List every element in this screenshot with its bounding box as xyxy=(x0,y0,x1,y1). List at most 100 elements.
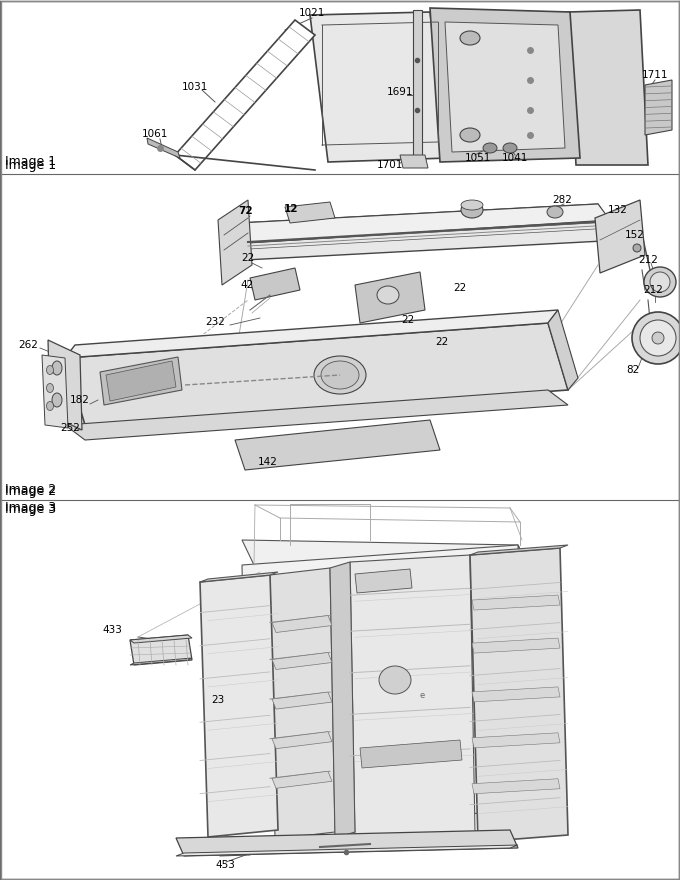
Polygon shape xyxy=(472,687,560,702)
Polygon shape xyxy=(175,20,315,170)
Polygon shape xyxy=(310,12,448,162)
Ellipse shape xyxy=(460,31,480,45)
Polygon shape xyxy=(42,355,68,428)
Polygon shape xyxy=(65,390,568,440)
Polygon shape xyxy=(355,569,412,593)
Polygon shape xyxy=(272,731,332,749)
Text: 252: 252 xyxy=(60,423,80,433)
Polygon shape xyxy=(176,845,518,856)
Polygon shape xyxy=(218,200,252,285)
Polygon shape xyxy=(470,545,568,555)
Ellipse shape xyxy=(321,361,359,389)
Text: 132: 132 xyxy=(608,205,628,215)
Text: 212: 212 xyxy=(643,285,663,295)
Text: 1711: 1711 xyxy=(642,70,668,80)
Text: 22: 22 xyxy=(401,315,415,325)
Text: 23: 23 xyxy=(211,695,224,705)
Ellipse shape xyxy=(652,332,664,344)
Polygon shape xyxy=(130,635,192,665)
Polygon shape xyxy=(470,548,568,842)
Polygon shape xyxy=(272,692,332,709)
Text: 22: 22 xyxy=(454,283,466,293)
Polygon shape xyxy=(445,22,565,152)
Ellipse shape xyxy=(483,143,497,153)
Text: 152: 152 xyxy=(625,230,645,240)
Polygon shape xyxy=(472,638,560,653)
Text: 1691: 1691 xyxy=(387,87,413,97)
Text: Image 1: Image 1 xyxy=(5,156,56,168)
Polygon shape xyxy=(130,635,192,643)
Text: 82: 82 xyxy=(626,365,640,375)
Text: 1051: 1051 xyxy=(465,153,491,163)
Polygon shape xyxy=(100,357,182,405)
Polygon shape xyxy=(355,272,425,323)
Ellipse shape xyxy=(633,244,641,252)
Text: 12: 12 xyxy=(284,204,299,214)
Polygon shape xyxy=(270,568,335,839)
Ellipse shape xyxy=(46,365,54,375)
Text: 262: 262 xyxy=(18,340,38,350)
Ellipse shape xyxy=(46,401,54,410)
Ellipse shape xyxy=(460,128,480,142)
Polygon shape xyxy=(330,562,355,838)
Ellipse shape xyxy=(650,272,670,292)
Ellipse shape xyxy=(314,356,366,394)
Text: 232: 232 xyxy=(205,317,225,327)
Ellipse shape xyxy=(640,320,676,356)
Text: 142: 142 xyxy=(258,457,278,467)
Text: e: e xyxy=(420,691,425,700)
Polygon shape xyxy=(285,202,335,223)
Polygon shape xyxy=(472,779,560,794)
Polygon shape xyxy=(200,575,278,837)
Polygon shape xyxy=(413,10,422,162)
Polygon shape xyxy=(548,310,578,390)
Polygon shape xyxy=(350,555,475,839)
Polygon shape xyxy=(360,740,462,768)
Text: Image 2: Image 2 xyxy=(5,483,56,496)
Ellipse shape xyxy=(547,206,563,218)
Polygon shape xyxy=(242,545,523,830)
Polygon shape xyxy=(65,323,568,425)
Polygon shape xyxy=(65,310,558,358)
Text: 453: 453 xyxy=(215,860,235,870)
Text: 1701: 1701 xyxy=(377,160,403,170)
Polygon shape xyxy=(147,138,180,158)
Polygon shape xyxy=(595,200,645,273)
Polygon shape xyxy=(48,340,82,430)
Text: Image 1: Image 1 xyxy=(5,158,56,172)
Text: 1061: 1061 xyxy=(142,129,168,139)
Text: Image 2: Image 2 xyxy=(5,485,56,497)
Text: Image 3: Image 3 xyxy=(5,502,56,515)
Text: Image 3: Image 3 xyxy=(5,503,56,517)
Text: 182: 182 xyxy=(70,395,90,405)
Text: 42: 42 xyxy=(240,280,254,290)
Polygon shape xyxy=(130,658,192,665)
Polygon shape xyxy=(518,545,535,835)
Text: 1021: 1021 xyxy=(299,8,325,18)
Polygon shape xyxy=(200,572,278,582)
Text: 282: 282 xyxy=(552,195,572,205)
Polygon shape xyxy=(472,733,560,748)
Text: 1031: 1031 xyxy=(182,82,208,92)
Ellipse shape xyxy=(377,286,399,304)
Polygon shape xyxy=(568,10,648,165)
Ellipse shape xyxy=(52,361,62,375)
Ellipse shape xyxy=(632,312,680,364)
Polygon shape xyxy=(250,268,300,300)
Text: 22: 22 xyxy=(435,337,449,347)
Polygon shape xyxy=(645,80,672,135)
Ellipse shape xyxy=(52,393,62,407)
Polygon shape xyxy=(272,771,332,788)
Polygon shape xyxy=(242,540,530,570)
Polygon shape xyxy=(430,8,580,162)
Polygon shape xyxy=(400,155,428,168)
Polygon shape xyxy=(235,420,440,470)
Polygon shape xyxy=(272,615,332,633)
Polygon shape xyxy=(272,652,332,670)
Ellipse shape xyxy=(644,267,676,297)
Text: 433: 433 xyxy=(102,625,122,635)
Polygon shape xyxy=(106,361,176,401)
Text: 212: 212 xyxy=(638,255,658,265)
Text: 22: 22 xyxy=(241,253,254,263)
Ellipse shape xyxy=(461,200,483,210)
